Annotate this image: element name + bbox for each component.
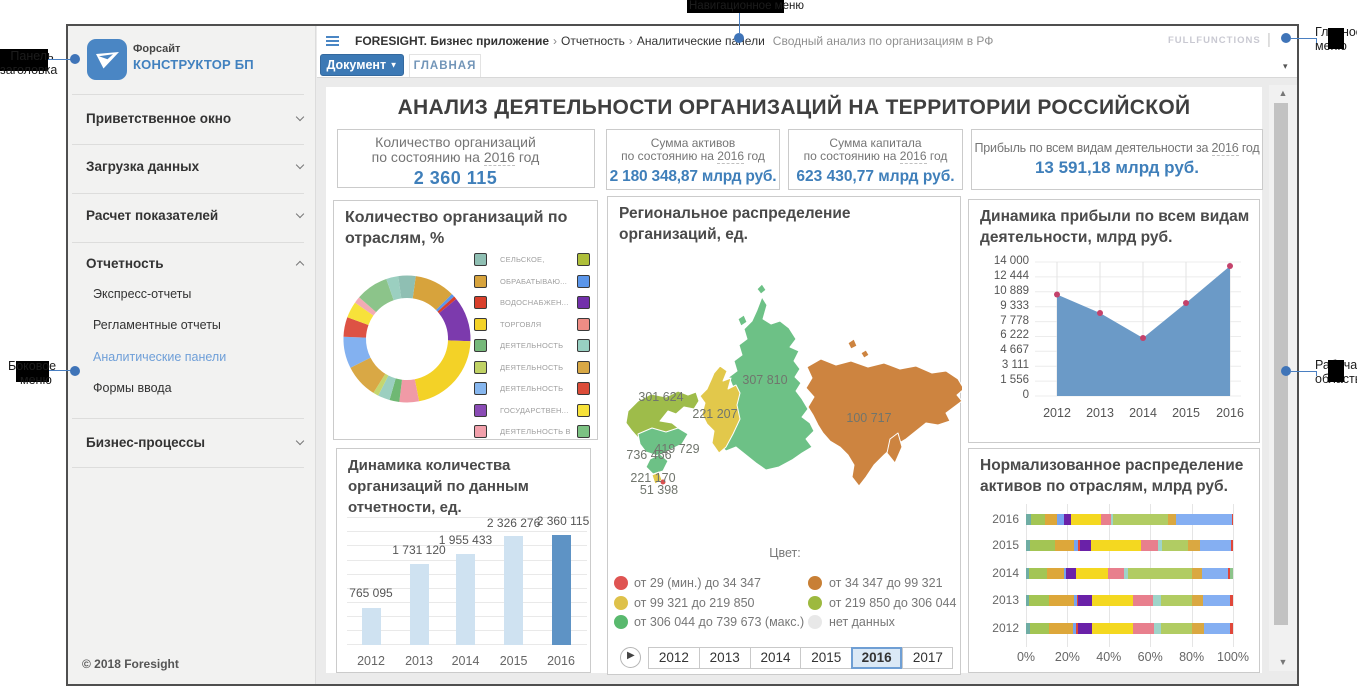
svg-text:221 207: 221 207	[692, 407, 737, 421]
svg-text:419 729: 419 729	[654, 442, 699, 456]
svg-text:307 810: 307 810	[742, 373, 787, 387]
svg-text:100 717: 100 717	[846, 411, 891, 425]
svg-text:736 466: 736 466	[626, 448, 671, 462]
svg-text:51 398: 51 398	[640, 483, 678, 497]
svg-text:221 170: 221 170	[630, 471, 675, 485]
svg-text:301 624: 301 624	[638, 390, 683, 404]
